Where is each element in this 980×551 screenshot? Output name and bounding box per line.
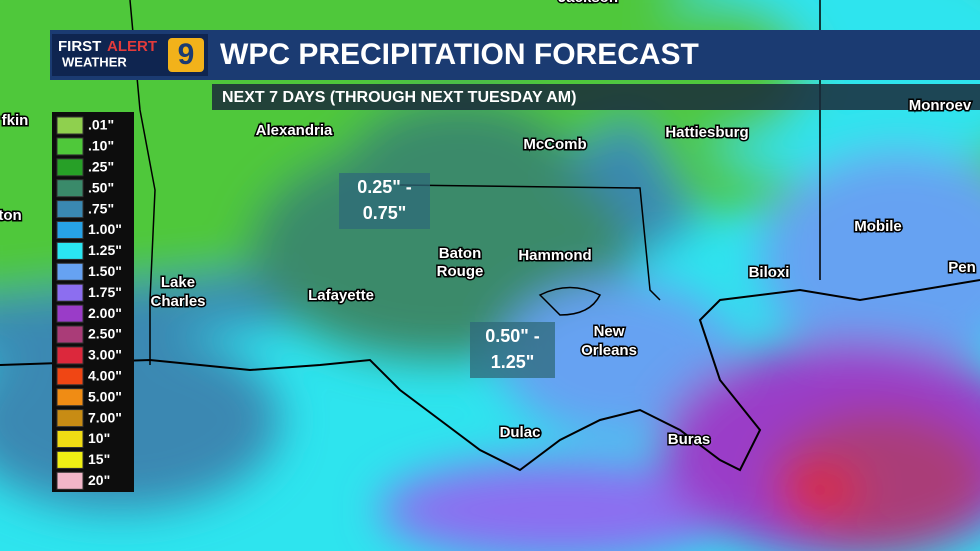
legend: .01" .10" .25" .50" .75" 1.00" 1.25" 1.50" 1.75"… [52,112,134,492]
city-label: Pen [948,259,976,276]
annotation-text: 1.25" [491,352,535,372]
legend-swatch [56,325,84,344]
legend-swatch [56,200,84,219]
city-label: Jackson [558,0,618,6]
legend-label: .01" [88,117,114,133]
city-label: Biloxi [749,264,790,281]
city-label: Hammond [518,247,591,264]
city-label: Lafayette [308,287,374,304]
annotation-text: 0.25" - [357,177,412,197]
logo-alert: ALERT [107,38,157,55]
title: WPC PRECIPITATION FORECAST [220,38,699,71]
city-label: Alexandria [256,122,333,139]
logo-badge [168,38,204,72]
legend-label: 4.00" [88,368,122,384]
legend-swatch [56,179,84,198]
legend-swatch [56,158,84,177]
legend-label: 15" [88,451,110,467]
legend-label: 2.00" [88,305,122,321]
logo-channel: 9 [178,38,195,71]
legend-swatch [56,471,84,490]
legend-swatch [56,137,84,156]
city-label: ton [0,207,22,224]
annotation-box [470,322,555,378]
legend-label: 10" [88,430,110,446]
city-label: Charles [150,293,205,310]
labels: Jackson Alexandria McComb Hattiesburg Monroe… [0,0,977,449]
subtitle: NEXT 7 DAYS (THROUGH NEXT TUESDAY AM) [222,89,576,106]
legend-label: .75" [88,200,114,216]
legend-swatch [56,346,84,365]
legend-swatch [56,221,84,239]
city-label: New [594,323,625,340]
legend-swatch [56,450,84,469]
legend-swatch [56,262,84,281]
legend-label: 1.00" [88,221,122,237]
city-label: Dulac [500,424,541,441]
logo-first: FIRST [58,38,101,55]
city-label: fkin [2,112,29,129]
legend-label: .10" [88,138,114,154]
legend-label: 7.00" [88,409,122,425]
legend-label: 3.00" [88,347,122,363]
legend-swatch [56,241,84,260]
legend-swatch [56,430,84,448]
legend-label: 2.50" [88,326,122,342]
city-label: Lake [161,274,195,291]
city-label: McComb [523,136,586,153]
legend-swatch [56,116,84,135]
city-label: Baton [439,245,482,262]
legend-swatch [56,409,84,428]
legend-label: 5.00" [88,388,122,404]
legend-label: 1.50" [88,263,122,279]
legend-label: 1.25" [88,242,122,258]
annotation-box [339,173,430,229]
annotation-text: 0.50" - [485,326,540,346]
legend-swatch [56,304,84,323]
legend-label: .50" [88,179,114,195]
legend-swatch [56,367,84,386]
city-label: Monroev [909,97,972,114]
legend-label: 20" [88,472,110,488]
annotation-text: 0.75" [363,203,407,223]
legend-label: .25" [88,159,114,175]
legend-label: 1.75" [88,284,122,300]
subtitle-bar [212,84,980,110]
city-label: Hattiesburg [665,124,748,141]
legend-swatch [56,388,84,407]
city-label: Mobile [854,218,902,235]
logo-weather: WEATHER [62,54,127,69]
legend-swatch [56,283,84,302]
city-label: Rouge [437,263,484,280]
city-label: Buras [668,431,711,448]
city-label: Orleans [581,342,637,359]
